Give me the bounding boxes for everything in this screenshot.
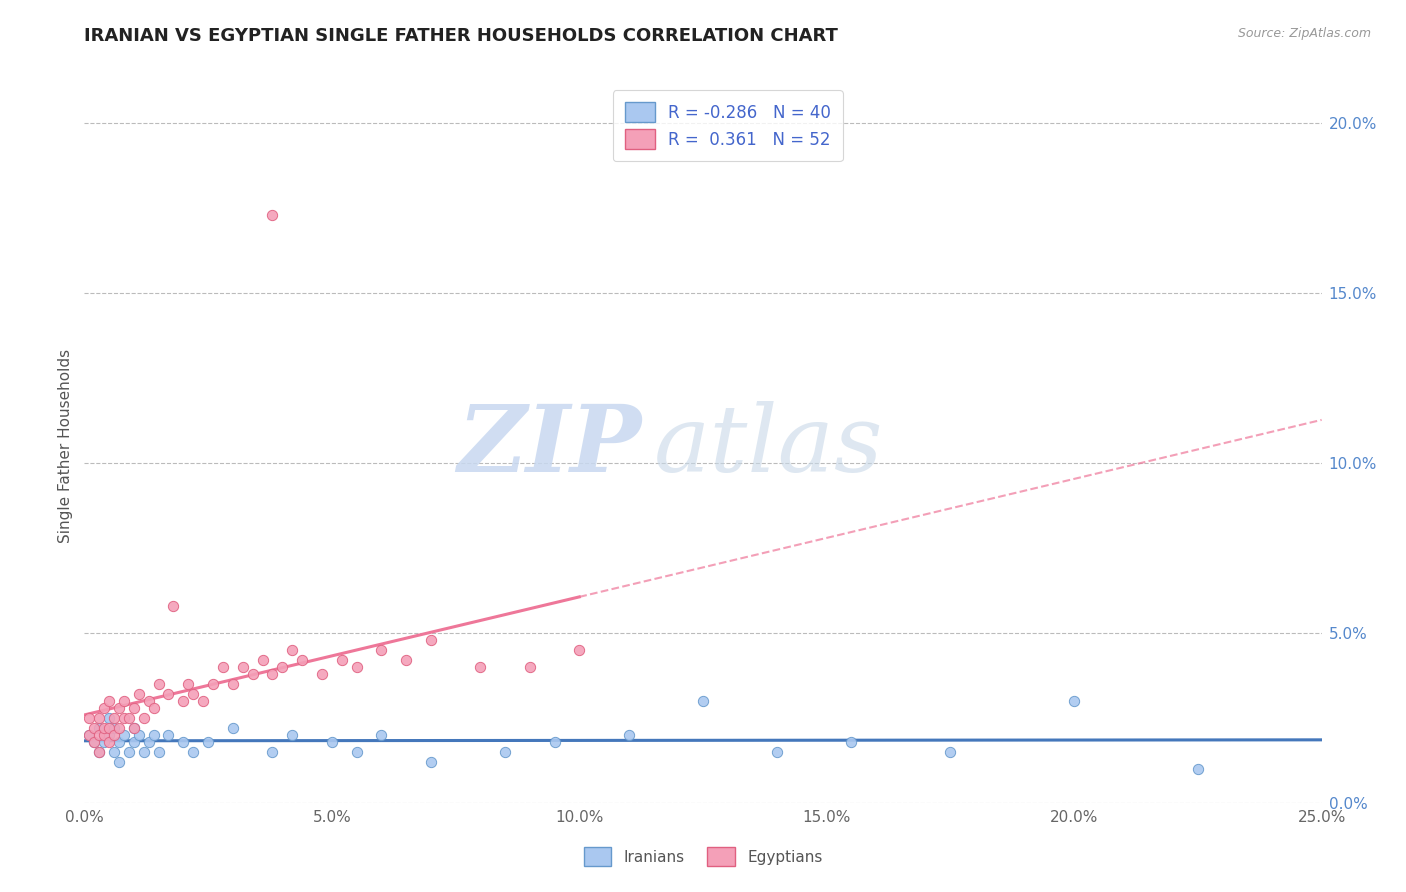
Point bbox=[103, 745, 125, 759]
Point bbox=[370, 643, 392, 657]
Point bbox=[142, 728, 165, 742]
Point bbox=[103, 711, 125, 725]
Point bbox=[138, 694, 160, 708]
Point bbox=[543, 734, 565, 748]
Point bbox=[128, 728, 150, 742]
Point bbox=[262, 745, 284, 759]
Point bbox=[202, 677, 225, 691]
Point bbox=[112, 694, 135, 708]
Point bbox=[122, 734, 145, 748]
Point bbox=[108, 721, 131, 735]
Point bbox=[222, 721, 245, 735]
Point bbox=[89, 728, 111, 742]
Point bbox=[108, 734, 131, 748]
Point bbox=[83, 734, 105, 748]
Point bbox=[122, 721, 145, 735]
Point bbox=[181, 687, 204, 701]
Point bbox=[291, 653, 314, 667]
Point bbox=[98, 694, 121, 708]
Point bbox=[93, 700, 115, 714]
Point bbox=[191, 694, 214, 708]
Point bbox=[181, 745, 204, 759]
Point bbox=[519, 660, 541, 674]
Point bbox=[692, 694, 714, 708]
Point bbox=[370, 728, 392, 742]
Point bbox=[172, 694, 194, 708]
Point bbox=[177, 677, 200, 691]
Point bbox=[128, 687, 150, 701]
Point bbox=[112, 711, 135, 725]
Point bbox=[222, 677, 245, 691]
Point bbox=[157, 687, 180, 701]
Point bbox=[262, 666, 284, 681]
Point bbox=[281, 643, 304, 657]
Point bbox=[132, 711, 155, 725]
Point bbox=[98, 721, 121, 735]
Point bbox=[108, 700, 131, 714]
Point bbox=[138, 734, 160, 748]
Point bbox=[395, 653, 418, 667]
Legend: Iranians, Egyptians: Iranians, Egyptians bbox=[576, 839, 830, 873]
Text: ZIP: ZIP bbox=[457, 401, 641, 491]
Point bbox=[197, 734, 219, 748]
Point bbox=[252, 653, 274, 667]
Point bbox=[118, 711, 141, 725]
Point bbox=[122, 700, 145, 714]
Point bbox=[939, 745, 962, 759]
Point bbox=[311, 666, 333, 681]
Point bbox=[132, 745, 155, 759]
Point bbox=[470, 660, 492, 674]
Point bbox=[83, 721, 105, 735]
Point bbox=[79, 728, 101, 742]
Point bbox=[841, 734, 863, 748]
Point bbox=[242, 666, 264, 681]
Point bbox=[766, 745, 789, 759]
Point bbox=[112, 728, 135, 742]
Point bbox=[1187, 762, 1209, 776]
Point bbox=[103, 728, 125, 742]
Point bbox=[142, 700, 165, 714]
Point bbox=[98, 728, 121, 742]
Point bbox=[122, 721, 145, 735]
Point bbox=[79, 728, 101, 742]
Point bbox=[212, 660, 235, 674]
Point bbox=[93, 721, 115, 735]
Point bbox=[271, 660, 294, 674]
Point bbox=[232, 660, 254, 674]
Text: Source: ZipAtlas.com: Source: ZipAtlas.com bbox=[1237, 27, 1371, 40]
Point bbox=[281, 728, 304, 742]
Point bbox=[157, 728, 180, 742]
Point bbox=[98, 734, 121, 748]
Point bbox=[568, 643, 591, 657]
Point bbox=[89, 711, 111, 725]
Point bbox=[321, 734, 343, 748]
Text: IRANIAN VS EGYPTIAN SINGLE FATHER HOUSEHOLDS CORRELATION CHART: IRANIAN VS EGYPTIAN SINGLE FATHER HOUSEH… bbox=[84, 27, 838, 45]
Point bbox=[79, 711, 101, 725]
Point bbox=[89, 745, 111, 759]
Point bbox=[346, 745, 368, 759]
Point bbox=[83, 734, 105, 748]
Point bbox=[103, 721, 125, 735]
Point bbox=[108, 755, 131, 769]
Point bbox=[148, 677, 170, 691]
Point bbox=[89, 745, 111, 759]
Point bbox=[98, 711, 121, 725]
Point bbox=[419, 632, 441, 647]
Point bbox=[330, 653, 353, 667]
Point bbox=[148, 745, 170, 759]
Point bbox=[93, 734, 115, 748]
Point bbox=[89, 721, 111, 735]
Point bbox=[617, 728, 640, 742]
Point bbox=[162, 599, 184, 613]
Point bbox=[494, 745, 516, 759]
Point bbox=[419, 755, 441, 769]
Point bbox=[93, 728, 115, 742]
Y-axis label: Single Father Households: Single Father Households bbox=[58, 349, 73, 543]
Point bbox=[172, 734, 194, 748]
Text: atlas: atlas bbox=[654, 401, 883, 491]
Point bbox=[1063, 694, 1085, 708]
Point bbox=[346, 660, 368, 674]
Point bbox=[118, 745, 141, 759]
Point bbox=[262, 208, 284, 222]
